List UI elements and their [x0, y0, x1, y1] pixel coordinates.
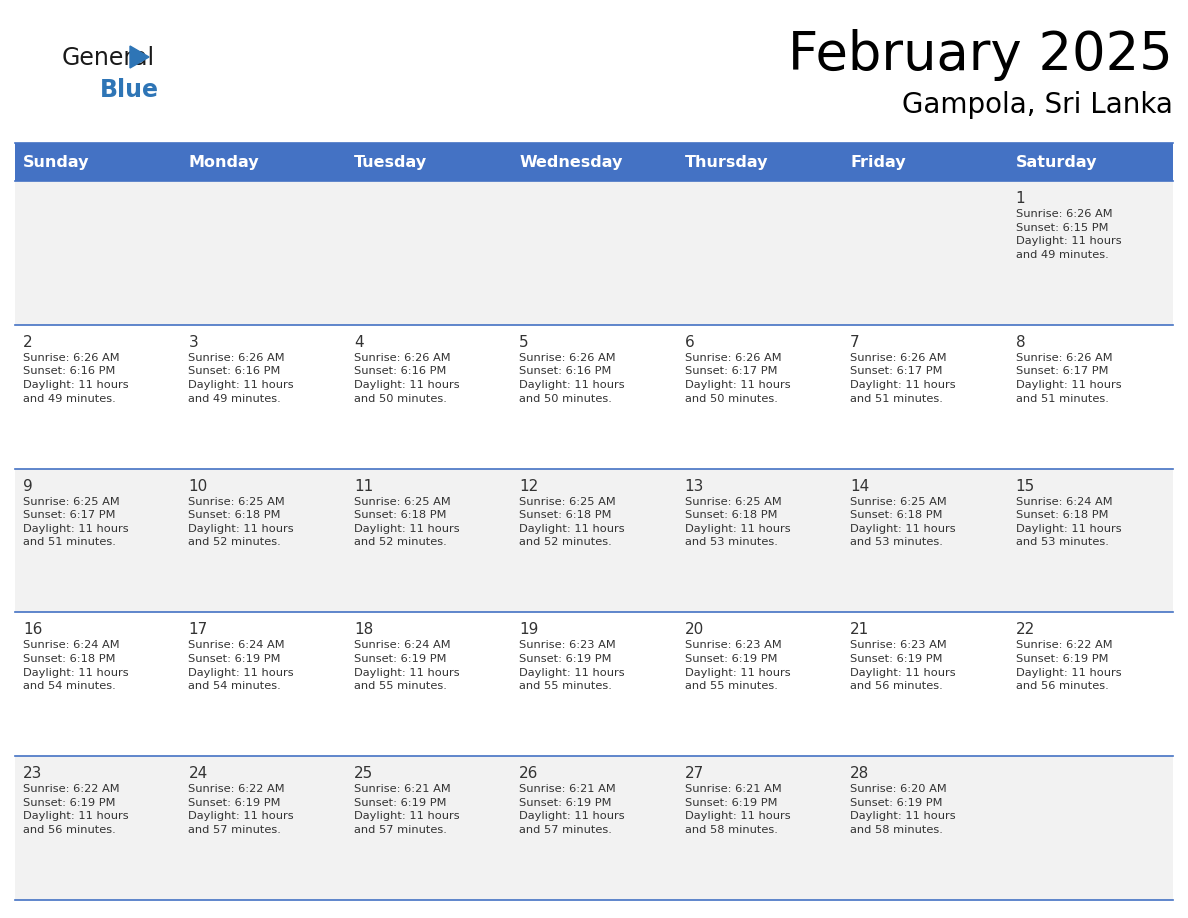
Text: 13: 13 — [684, 478, 704, 494]
Bar — [15, 181, 1173, 325]
Text: 16: 16 — [23, 622, 43, 637]
Text: 11: 11 — [354, 478, 373, 494]
Text: Monday: Monday — [189, 154, 259, 170]
Text: Sunrise: 6:26 AM
Sunset: 6:16 PM
Daylight: 11 hours
and 50 minutes.: Sunrise: 6:26 AM Sunset: 6:16 PM Dayligh… — [519, 353, 625, 404]
Text: Sunrise: 6:24 AM
Sunset: 6:18 PM
Daylight: 11 hours
and 54 minutes.: Sunrise: 6:24 AM Sunset: 6:18 PM Dayligh… — [23, 641, 128, 691]
Text: 12: 12 — [519, 478, 538, 494]
Text: Sunrise: 6:25 AM
Sunset: 6:18 PM
Daylight: 11 hours
and 52 minutes.: Sunrise: 6:25 AM Sunset: 6:18 PM Dayligh… — [189, 497, 295, 547]
Text: Sunrise: 6:23 AM
Sunset: 6:19 PM
Daylight: 11 hours
and 55 minutes.: Sunrise: 6:23 AM Sunset: 6:19 PM Dayligh… — [519, 641, 625, 691]
Text: Sunrise: 6:24 AM
Sunset: 6:18 PM
Daylight: 11 hours
and 53 minutes.: Sunrise: 6:24 AM Sunset: 6:18 PM Dayligh… — [1016, 497, 1121, 547]
Text: 26: 26 — [519, 767, 538, 781]
Text: 21: 21 — [851, 622, 870, 637]
Bar — [15, 143, 1173, 181]
Text: February 2025: February 2025 — [789, 29, 1173, 81]
Text: Sunrise: 6:26 AM
Sunset: 6:16 PM
Daylight: 11 hours
and 49 minutes.: Sunrise: 6:26 AM Sunset: 6:16 PM Dayligh… — [23, 353, 128, 404]
Text: Tuesday: Tuesday — [354, 154, 426, 170]
Text: 9: 9 — [23, 478, 33, 494]
Text: 6: 6 — [684, 335, 695, 350]
Text: 7: 7 — [851, 335, 860, 350]
Text: 2: 2 — [23, 335, 32, 350]
Text: Sunrise: 6:25 AM
Sunset: 6:18 PM
Daylight: 11 hours
and 52 minutes.: Sunrise: 6:25 AM Sunset: 6:18 PM Dayligh… — [519, 497, 625, 547]
Text: Sunrise: 6:22 AM
Sunset: 6:19 PM
Daylight: 11 hours
and 56 minutes.: Sunrise: 6:22 AM Sunset: 6:19 PM Dayligh… — [23, 784, 128, 835]
Text: Sunrise: 6:26 AM
Sunset: 6:17 PM
Daylight: 11 hours
and 51 minutes.: Sunrise: 6:26 AM Sunset: 6:17 PM Dayligh… — [1016, 353, 1121, 404]
Text: Sunrise: 6:25 AM
Sunset: 6:18 PM
Daylight: 11 hours
and 52 minutes.: Sunrise: 6:25 AM Sunset: 6:18 PM Dayligh… — [354, 497, 460, 547]
Text: 3: 3 — [189, 335, 198, 350]
Text: 20: 20 — [684, 622, 704, 637]
Text: Sunrise: 6:22 AM
Sunset: 6:19 PM
Daylight: 11 hours
and 57 minutes.: Sunrise: 6:22 AM Sunset: 6:19 PM Dayligh… — [189, 784, 295, 835]
Text: Sunrise: 6:24 AM
Sunset: 6:19 PM
Daylight: 11 hours
and 55 minutes.: Sunrise: 6:24 AM Sunset: 6:19 PM Dayligh… — [354, 641, 460, 691]
Text: 8: 8 — [1016, 335, 1025, 350]
Bar — [15, 468, 1173, 612]
Text: Sunrise: 6:26 AM
Sunset: 6:17 PM
Daylight: 11 hours
and 51 minutes.: Sunrise: 6:26 AM Sunset: 6:17 PM Dayligh… — [851, 353, 956, 404]
Text: 19: 19 — [519, 622, 538, 637]
Text: Blue: Blue — [100, 78, 159, 102]
Text: Saturday: Saturday — [1016, 154, 1097, 170]
Text: Sunrise: 6:26 AM
Sunset: 6:16 PM
Daylight: 11 hours
and 50 minutes.: Sunrise: 6:26 AM Sunset: 6:16 PM Dayligh… — [354, 353, 460, 404]
Text: Sunrise: 6:26 AM
Sunset: 6:16 PM
Daylight: 11 hours
and 49 minutes.: Sunrise: 6:26 AM Sunset: 6:16 PM Dayligh… — [189, 353, 295, 404]
Text: 5: 5 — [519, 335, 529, 350]
Text: Sunrise: 6:21 AM
Sunset: 6:19 PM
Daylight: 11 hours
and 58 minutes.: Sunrise: 6:21 AM Sunset: 6:19 PM Dayligh… — [684, 784, 790, 835]
Text: 10: 10 — [189, 478, 208, 494]
Text: Thursday: Thursday — [684, 154, 769, 170]
Text: 28: 28 — [851, 767, 870, 781]
Text: 24: 24 — [189, 767, 208, 781]
Text: General: General — [62, 46, 156, 70]
Bar — [15, 756, 1173, 900]
Text: 17: 17 — [189, 622, 208, 637]
Text: Wednesday: Wednesday — [519, 154, 623, 170]
Text: Sunrise: 6:25 AM
Sunset: 6:17 PM
Daylight: 11 hours
and 51 minutes.: Sunrise: 6:25 AM Sunset: 6:17 PM Dayligh… — [23, 497, 128, 547]
Text: Sunrise: 6:21 AM
Sunset: 6:19 PM
Daylight: 11 hours
and 57 minutes.: Sunrise: 6:21 AM Sunset: 6:19 PM Dayligh… — [354, 784, 460, 835]
Bar — [15, 612, 1173, 756]
Text: 15: 15 — [1016, 478, 1035, 494]
Text: Sunrise: 6:23 AM
Sunset: 6:19 PM
Daylight: 11 hours
and 56 minutes.: Sunrise: 6:23 AM Sunset: 6:19 PM Dayligh… — [851, 641, 956, 691]
Text: Sunrise: 6:25 AM
Sunset: 6:18 PM
Daylight: 11 hours
and 53 minutes.: Sunrise: 6:25 AM Sunset: 6:18 PM Dayligh… — [684, 497, 790, 547]
Text: 23: 23 — [23, 767, 43, 781]
Text: 4: 4 — [354, 335, 364, 350]
Text: 25: 25 — [354, 767, 373, 781]
Text: Sunrise: 6:26 AM
Sunset: 6:15 PM
Daylight: 11 hours
and 49 minutes.: Sunrise: 6:26 AM Sunset: 6:15 PM Dayligh… — [1016, 209, 1121, 260]
Text: Sunrise: 6:24 AM
Sunset: 6:19 PM
Daylight: 11 hours
and 54 minutes.: Sunrise: 6:24 AM Sunset: 6:19 PM Dayligh… — [189, 641, 295, 691]
Polygon shape — [129, 46, 148, 68]
Text: Sunrise: 6:22 AM
Sunset: 6:19 PM
Daylight: 11 hours
and 56 minutes.: Sunrise: 6:22 AM Sunset: 6:19 PM Dayligh… — [1016, 641, 1121, 691]
Text: Sunrise: 6:21 AM
Sunset: 6:19 PM
Daylight: 11 hours
and 57 minutes.: Sunrise: 6:21 AM Sunset: 6:19 PM Dayligh… — [519, 784, 625, 835]
Text: 18: 18 — [354, 622, 373, 637]
Text: Gampola, Sri Lanka: Gampola, Sri Lanka — [902, 91, 1173, 119]
Bar — [15, 325, 1173, 468]
Text: Sunrise: 6:25 AM
Sunset: 6:18 PM
Daylight: 11 hours
and 53 minutes.: Sunrise: 6:25 AM Sunset: 6:18 PM Dayligh… — [851, 497, 956, 547]
Text: 27: 27 — [684, 767, 704, 781]
Text: Sunday: Sunday — [23, 154, 89, 170]
Text: 22: 22 — [1016, 622, 1035, 637]
Text: Sunrise: 6:26 AM
Sunset: 6:17 PM
Daylight: 11 hours
and 50 minutes.: Sunrise: 6:26 AM Sunset: 6:17 PM Dayligh… — [684, 353, 790, 404]
Text: 1: 1 — [1016, 191, 1025, 206]
Text: Sunrise: 6:20 AM
Sunset: 6:19 PM
Daylight: 11 hours
and 58 minutes.: Sunrise: 6:20 AM Sunset: 6:19 PM Dayligh… — [851, 784, 956, 835]
Text: 14: 14 — [851, 478, 870, 494]
Text: Friday: Friday — [851, 154, 905, 170]
Text: Sunrise: 6:23 AM
Sunset: 6:19 PM
Daylight: 11 hours
and 55 minutes.: Sunrise: 6:23 AM Sunset: 6:19 PM Dayligh… — [684, 641, 790, 691]
